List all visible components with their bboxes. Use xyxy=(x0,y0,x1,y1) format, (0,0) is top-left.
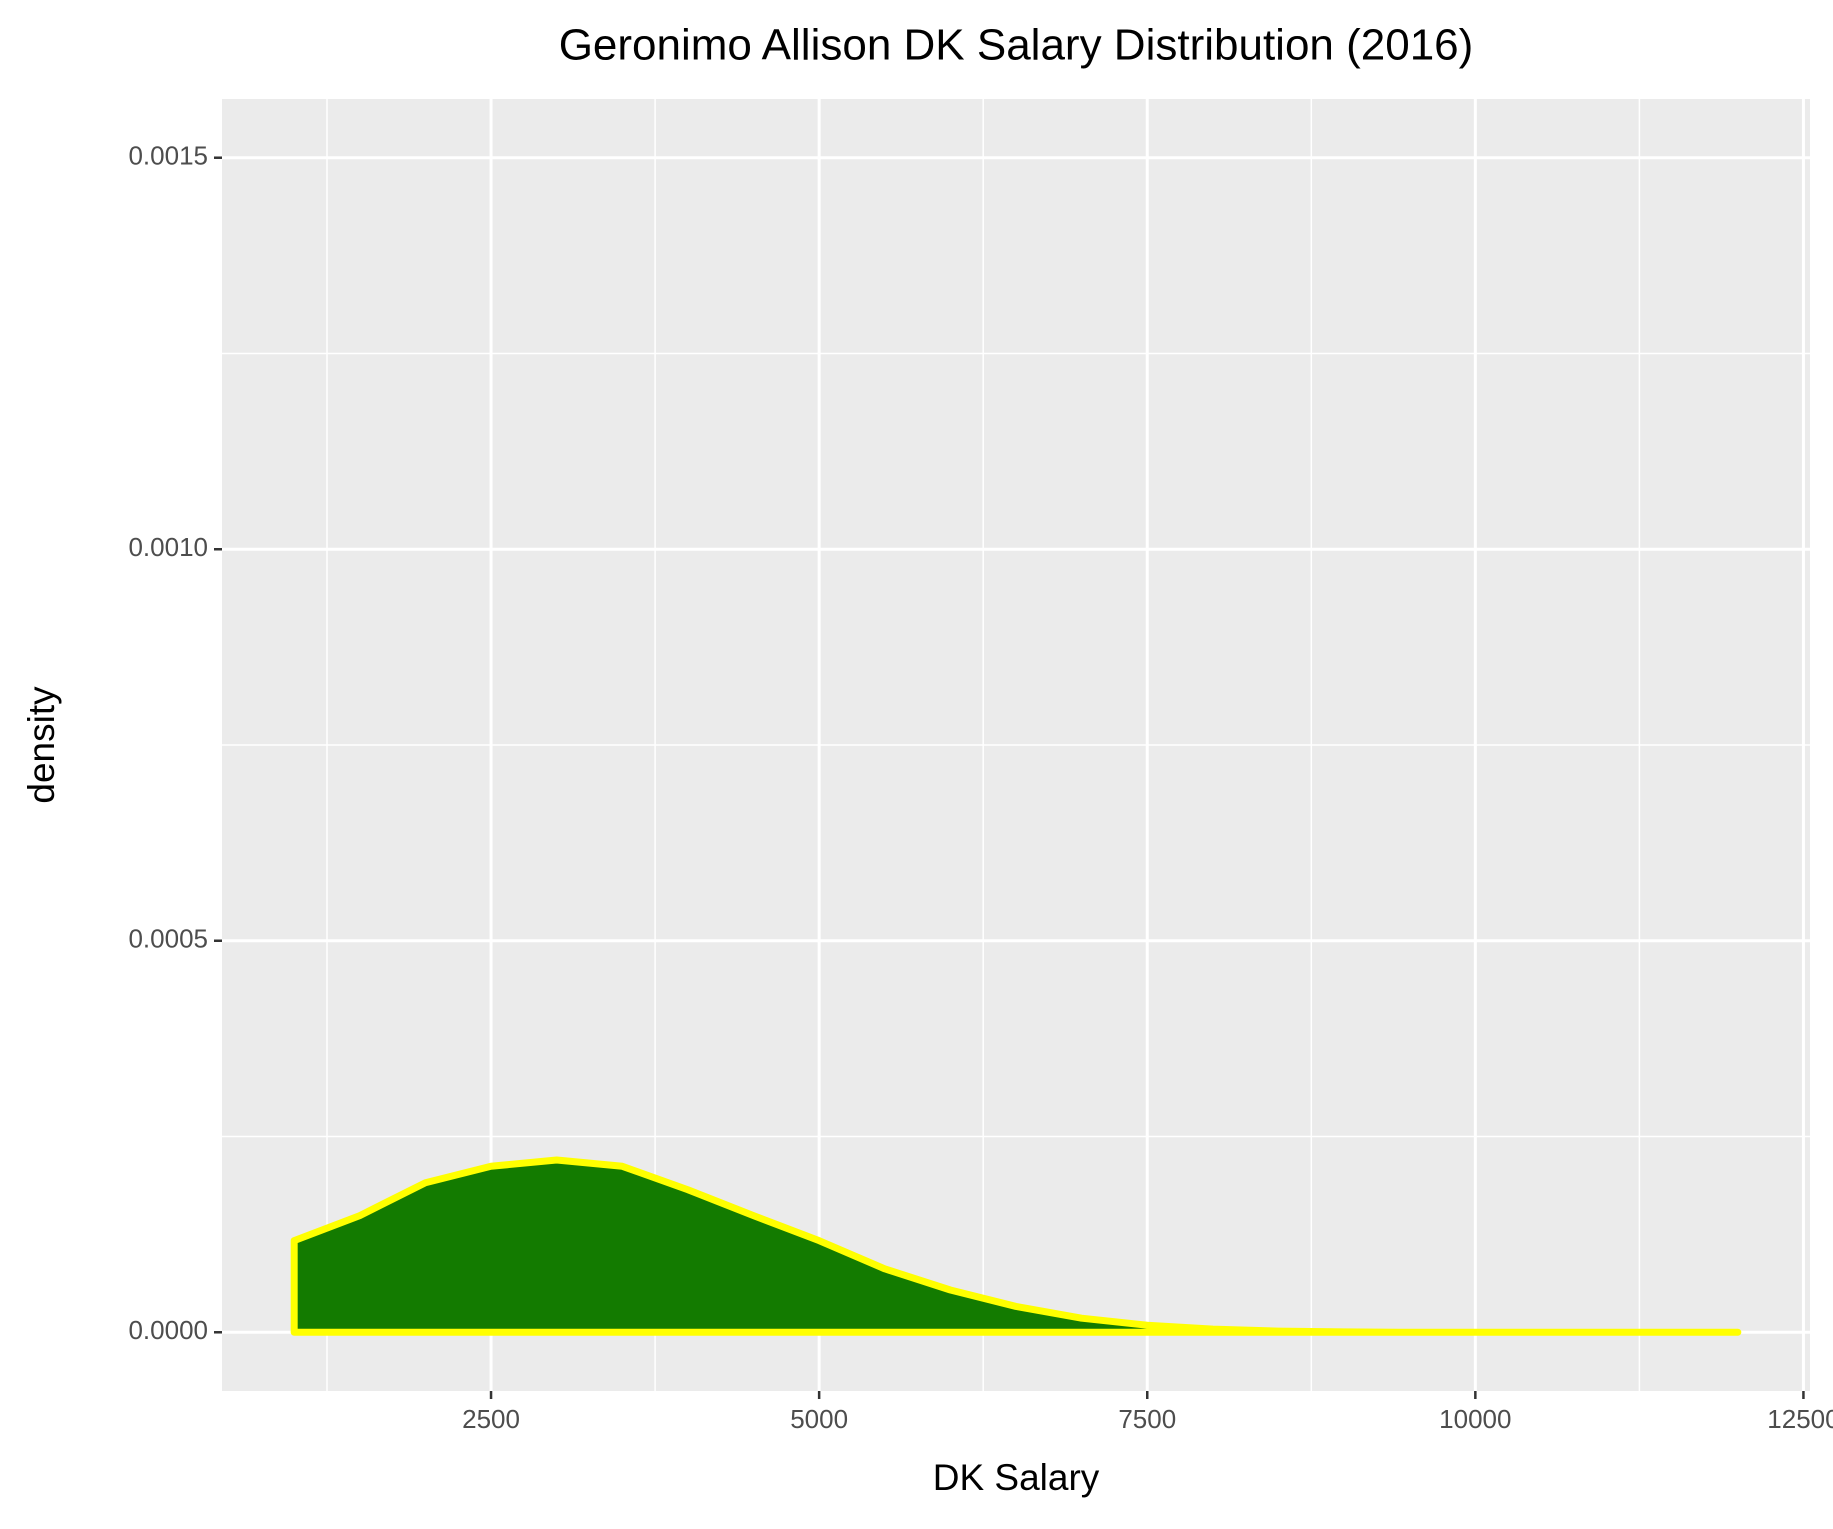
x-tick-label: 12500 xyxy=(1767,1404,1833,1434)
x-axis-title: DK Salary xyxy=(933,1457,1100,1498)
y-tick-label: 0.0015 xyxy=(128,141,208,171)
chart-title: Geronimo Allison DK Salary Distribution … xyxy=(559,21,1474,70)
y-tick-label: 0.0005 xyxy=(128,924,208,954)
x-tick-label: 5000 xyxy=(790,1404,848,1434)
y-tick-label: 0.0000 xyxy=(128,1315,208,1345)
density-area xyxy=(290,1156,1742,1336)
y-axis-title: density xyxy=(21,686,62,804)
y-tick-label: 0.0010 xyxy=(128,532,208,562)
x-tick-label: 2500 xyxy=(462,1404,520,1434)
x-tick-label: 10000 xyxy=(1439,1404,1511,1434)
x-tick-label: 7500 xyxy=(1118,1404,1176,1434)
